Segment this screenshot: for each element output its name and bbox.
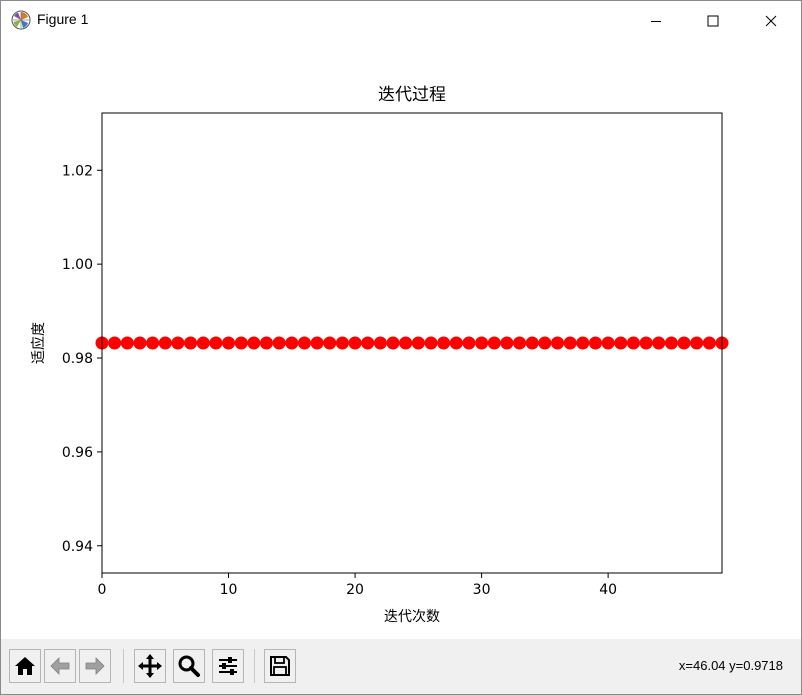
data-point [449, 336, 463, 350]
data-point [323, 336, 337, 350]
navigation-toolbar: x=46.04 y=0.9718 [1, 639, 801, 694]
data-point [551, 336, 565, 350]
save-button[interactable] [264, 649, 296, 683]
data-point [437, 336, 451, 350]
data-point [500, 336, 514, 350]
y-axis-label: 适应度 [30, 322, 47, 364]
data-point [399, 336, 413, 350]
data-point [538, 336, 552, 350]
zoom-button[interactable] [173, 649, 205, 683]
data-point [310, 336, 324, 350]
data-point [373, 336, 387, 350]
window-title: Figure 1 [37, 11, 89, 27]
chart: 迭代过程 0 10 20 30 400.940.960.981.001.02 迭代次数 … [30, 85, 729, 625]
x-tick-label: 20 [346, 582, 364, 598]
arrow-left-icon [50, 657, 70, 675]
close-button[interactable] [748, 1, 794, 41]
data-point [297, 336, 311, 350]
maximize-icon [707, 15, 719, 27]
data-point [259, 336, 273, 350]
data-point [209, 336, 223, 350]
data-point [285, 336, 299, 350]
title-bar[interactable]: Figure 1 [1, 1, 801, 41]
toolbar-separator [123, 649, 124, 683]
data-point [158, 336, 172, 350]
pan-button[interactable] [134, 649, 166, 683]
data-point [272, 336, 286, 350]
data-point [690, 336, 704, 350]
data-point [639, 336, 653, 350]
y-tick-label: 1.02 [62, 163, 93, 179]
data-point [133, 336, 147, 350]
data-point [108, 336, 122, 350]
data-point [487, 336, 501, 350]
y-tick-label: 0.96 [62, 445, 93, 461]
data-point [652, 336, 666, 350]
move-icon [138, 654, 162, 678]
data-point [247, 336, 261, 350]
data-point [614, 336, 628, 350]
x-tick-label: 40 [599, 582, 617, 598]
data-point [588, 336, 602, 350]
data-point [475, 336, 489, 350]
home-button[interactable] [9, 649, 41, 683]
minimize-button[interactable] [633, 1, 679, 41]
configure-subplots-button[interactable] [212, 649, 244, 683]
home-icon [15, 657, 35, 675]
chart-title: 迭代过程 [378, 85, 446, 105]
x-tick-label: 30 [473, 582, 491, 598]
data-point [563, 336, 577, 350]
data-point [361, 336, 375, 350]
data-point [513, 336, 527, 350]
x-tick-label: 0 [98, 582, 107, 598]
data-point [411, 336, 425, 350]
data-point [184, 336, 198, 350]
data-point [601, 336, 615, 350]
figure-canvas[interactable]: 迭代过程 0 10 20 30 40 0.94 0.96 0.98 1.00 1.02 迭代次数 … [1, 41, 801, 638]
data-point [348, 336, 362, 350]
x-tick-label: 10 [220, 582, 238, 598]
data-point [462, 336, 476, 350]
magnifier-icon [178, 655, 200, 677]
data-point [424, 336, 438, 350]
close-icon [765, 15, 777, 27]
matplotlib-logo-icon [11, 10, 31, 30]
plot-frame [101, 112, 723, 574]
sliders-icon [219, 657, 237, 675]
y-tick-label: 0.94 [62, 539, 93, 555]
data-point [196, 336, 210, 350]
data-point [335, 336, 349, 350]
y-tick-label: 1.00 [62, 257, 93, 273]
data-point [702, 336, 716, 350]
toolbar-separator [254, 649, 255, 683]
data-point [120, 336, 134, 350]
data-point [234, 336, 248, 350]
data-point [525, 336, 539, 350]
data-point [222, 336, 236, 350]
forward-button[interactable] [79, 649, 111, 683]
data-point [386, 336, 400, 350]
data-point [171, 336, 185, 350]
y-tick-label: 0.98 [62, 351, 93, 367]
floppy-disk-icon [270, 656, 290, 676]
minimize-icon [651, 21, 661, 22]
x-axis-label: 迭代次数 [384, 609, 440, 625]
cursor-coordinates: x=46.04 y=0.9718 [678, 658, 783, 673]
maximize-button[interactable] [690, 1, 736, 41]
data-point [626, 336, 640, 350]
data-point [664, 336, 678, 350]
back-button[interactable] [44, 649, 76, 683]
data-point [146, 336, 160, 350]
data-point [677, 336, 691, 350]
data-point [576, 336, 590, 350]
arrow-right-icon [85, 657, 105, 675]
